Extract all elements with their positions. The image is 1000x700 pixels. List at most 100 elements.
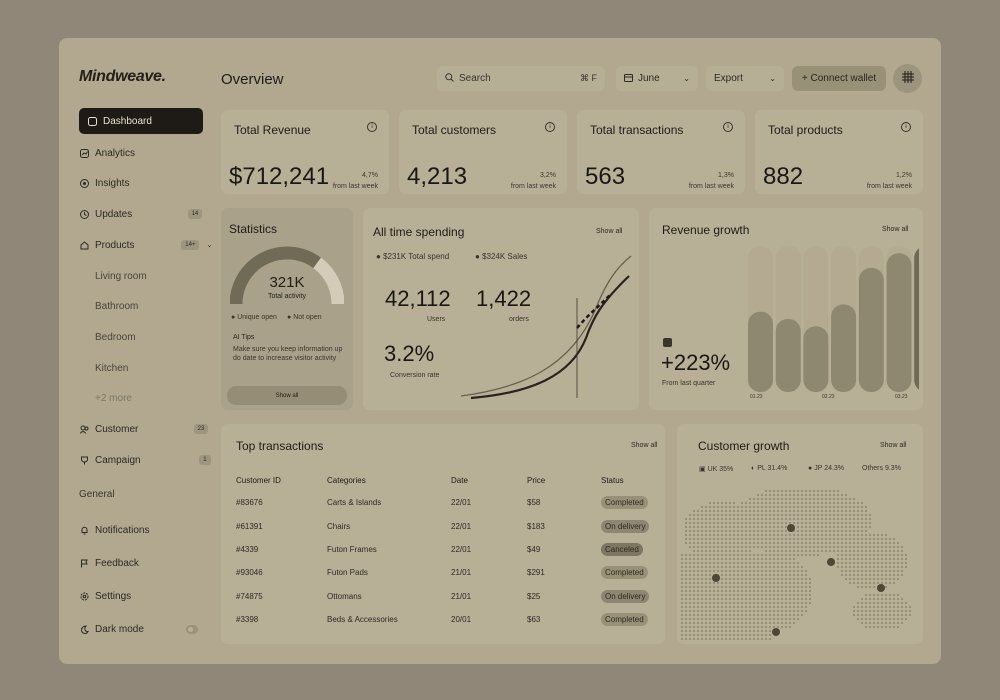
revenue-bar[interactable] bbox=[748, 311, 773, 392]
sidebar-more-link[interactable]: +2 more bbox=[95, 388, 132, 408]
stat-card-products: Total products i 882 1,2% from last week bbox=[755, 110, 923, 194]
legend-label: UK bbox=[707, 466, 718, 473]
sidebar-subitem-label: Bedroom bbox=[95, 331, 136, 343]
sidebar-subitem-bedroom[interactable]: Bedroom bbox=[95, 327, 136, 347]
table-row[interactable]: #4339 Futon Frames 22/01 $49 Canceled bbox=[236, 538, 649, 561]
stat-value: 563 bbox=[585, 163, 626, 190]
customer-show-all-link[interactable]: Show all bbox=[880, 442, 907, 449]
map-marker[interactable] bbox=[712, 574, 720, 582]
status-badge: Completed bbox=[601, 496, 648, 510]
table-cell: #74875 bbox=[236, 591, 263, 601]
card-title: Revenue growth bbox=[662, 223, 750, 237]
info-icon[interactable]: i bbox=[723, 122, 733, 132]
transactions-table: Customer ID Categories Date Price Status… bbox=[236, 469, 650, 631]
revenue-bar[interactable] bbox=[775, 319, 801, 392]
table-cell: #61391 bbox=[236, 521, 263, 531]
sidebar-subitem-living-room[interactable]: Living room bbox=[95, 266, 147, 286]
sidebar-item-products[interactable]: Products 14+ ⌄ bbox=[79, 235, 212, 255]
spending-show-all-link[interactable]: Show all bbox=[596, 228, 623, 235]
chevron-down-icon[interactable]: ⌄ bbox=[206, 242, 213, 249]
card-title: Statistics bbox=[229, 222, 278, 236]
sidebar-item-settings[interactable]: Settings bbox=[79, 586, 131, 606]
sidebar-item-dashboard[interactable]: Dashboard bbox=[79, 108, 203, 134]
revenue-show-all-link[interactable]: Show all bbox=[882, 226, 909, 233]
table-cell: Ottomans bbox=[327, 591, 362, 601]
gauge-value: 321K bbox=[269, 274, 305, 291]
revenue-bar[interactable] bbox=[858, 267, 884, 392]
dark-mode-toggle[interactable] bbox=[186, 625, 198, 634]
stat-change-note: from last week bbox=[866, 183, 912, 190]
orders-label: orders bbox=[509, 316, 529, 323]
map-marker[interactable] bbox=[787, 524, 795, 532]
sidebar-subitem-label: Bathroom bbox=[95, 300, 139, 312]
info-icon[interactable]: i bbox=[545, 122, 555, 132]
export-select[interactable]: Export ⌄ bbox=[706, 66, 784, 91]
statistics-show-all-button[interactable]: Show all bbox=[227, 386, 347, 405]
stat-change-note: from last week bbox=[332, 183, 378, 190]
table-row[interactable]: #93046 Futon Pads 21/01 $291 Completed bbox=[236, 561, 649, 584]
sidebar-item-label: Products bbox=[95, 239, 135, 251]
legend-others: Others 9.3% bbox=[862, 465, 901, 472]
flag-icon bbox=[79, 558, 90, 569]
revenue-bar[interactable] bbox=[886, 253, 912, 392]
grid-menu-button[interactable] bbox=[893, 64, 922, 93]
sidebar-more-label: +2 more bbox=[95, 392, 132, 404]
transactions-show-all-link[interactable]: Show all bbox=[631, 442, 658, 449]
status-cell: Canceled bbox=[601, 538, 649, 561]
table-cell: #4339 bbox=[236, 544, 259, 554]
table-row[interactable]: #3398 Beds & Accessories 20/01 $63 Completed bbox=[236, 608, 649, 631]
legend-jp: ● JP 24.3% bbox=[808, 465, 844, 472]
sidebar-subitem-label: Living room bbox=[95, 270, 147, 282]
sidebar-subitem-bathroom[interactable]: Bathroom bbox=[95, 296, 138, 316]
legend-not-open: ● Not open bbox=[287, 314, 322, 321]
sidebar-item-campaign[interactable]: Campaign 1 bbox=[79, 450, 211, 470]
sidebar-subitem-kitchen[interactable]: Kitchen bbox=[95, 358, 128, 378]
connect-wallet-button[interactable]: + Connect wallet bbox=[792, 66, 886, 91]
sidebar-item-feedback[interactable]: Feedback bbox=[79, 553, 139, 573]
revenue-bar[interactable] bbox=[831, 304, 857, 392]
table-row[interactable]: #61391 Chairs 22/01 $183 On delivery bbox=[236, 514, 650, 537]
campaign-badge: 1 bbox=[199, 455, 211, 465]
info-icon[interactable]: i bbox=[367, 122, 377, 132]
sidebar-item-analytics[interactable]: Analytics bbox=[79, 143, 135, 163]
status-badge: Canceled bbox=[601, 542, 643, 556]
table-cell: 21/01 bbox=[451, 591, 472, 601]
revenue-bars-svg: $2.4M bbox=[748, 246, 919, 392]
sidebar-item-customer[interactable]: Customer 23 bbox=[79, 419, 209, 439]
sidebar-item-insights[interactable]: Insights bbox=[79, 173, 129, 193]
revenue-bar[interactable] bbox=[914, 246, 919, 392]
calendar-icon bbox=[624, 73, 633, 85]
sidebar-item-label: Updates bbox=[95, 208, 133, 220]
bell-icon bbox=[79, 525, 90, 536]
sidebar-item-label: Feedback bbox=[95, 557, 139, 569]
sidebar-item-notifications[interactable]: Notifications bbox=[79, 520, 149, 540]
card-title: Customer growth bbox=[698, 439, 790, 453]
table-row[interactable]: #74875 Ottomans 21/01 $25 On delivery bbox=[236, 585, 650, 608]
updates-badge: 14 bbox=[187, 209, 203, 219]
map-marker[interactable] bbox=[772, 628, 780, 636]
table-cell: $49 bbox=[527, 544, 541, 554]
legend-label: JP bbox=[814, 465, 823, 472]
table-row[interactable]: #83676 Carts & Islands 22/01 $58 Completed bbox=[236, 491, 649, 514]
updates-icon bbox=[79, 209, 90, 220]
statistics-card: Statistics 321K Total activity ● Unique … bbox=[221, 208, 353, 410]
status-cell: Completed bbox=[601, 491, 649, 514]
stat-card-customers: Total customers i 4,213 3,2% from last we… bbox=[399, 110, 567, 194]
status-cell: Completed bbox=[601, 608, 649, 631]
month-select[interactable]: June ⌄ bbox=[616, 66, 698, 91]
revenue-bar[interactable] bbox=[803, 326, 829, 392]
legend-label: Unique open bbox=[237, 314, 277, 321]
map-marker[interactable] bbox=[877, 584, 885, 592]
table-cell: 20/01 bbox=[451, 615, 472, 625]
stat-change-value: 1,3% bbox=[718, 172, 734, 179]
map-marker[interactable] bbox=[827, 558, 835, 566]
legend-unique-open: ● Unique open bbox=[231, 314, 277, 321]
table-cell: #93046 bbox=[236, 568, 263, 578]
stat-change-note: from last week bbox=[510, 183, 556, 190]
status-badge: Completed bbox=[601, 566, 648, 580]
sidebar-item-updates[interactable]: Updates 14 bbox=[79, 204, 203, 224]
info-icon[interactable]: i bbox=[901, 122, 911, 132]
sidebar-item-label: Settings bbox=[95, 590, 132, 602]
legend-label: $324K Sales bbox=[482, 252, 528, 261]
search-input[interactable]: Search ⌘ F bbox=[437, 66, 605, 91]
